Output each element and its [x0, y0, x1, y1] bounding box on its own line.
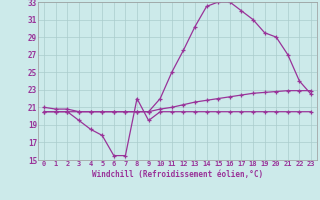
X-axis label: Windchill (Refroidissement éolien,°C): Windchill (Refroidissement éolien,°C): [92, 170, 263, 179]
